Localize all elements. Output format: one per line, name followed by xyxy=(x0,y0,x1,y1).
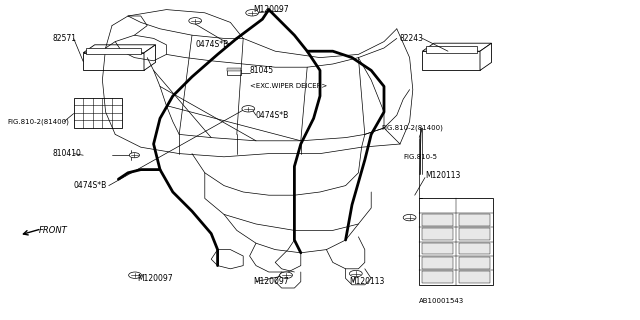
Circle shape xyxy=(189,18,202,24)
Text: FIG.810-5: FIG.810-5 xyxy=(404,154,438,160)
Text: 81045: 81045 xyxy=(250,66,274,75)
Text: 0474S*B: 0474S*B xyxy=(256,111,289,120)
Text: AB10001543: AB10001543 xyxy=(419,298,465,304)
Polygon shape xyxy=(419,198,493,285)
Polygon shape xyxy=(83,45,156,53)
Circle shape xyxy=(280,272,292,278)
Text: 810410: 810410 xyxy=(52,149,81,158)
Polygon shape xyxy=(144,45,156,70)
Bar xyxy=(422,271,453,283)
Bar xyxy=(460,214,490,226)
Text: FIG.810-2(81400): FIG.810-2(81400) xyxy=(8,118,70,125)
Bar xyxy=(422,243,453,254)
Circle shape xyxy=(349,270,362,277)
Bar xyxy=(227,68,241,71)
Polygon shape xyxy=(422,43,492,51)
Text: 82243: 82243 xyxy=(400,34,424,43)
Text: FRONT: FRONT xyxy=(38,226,67,235)
Circle shape xyxy=(129,272,141,278)
Bar xyxy=(460,271,490,283)
Text: M120113: M120113 xyxy=(425,172,460,180)
Bar xyxy=(460,257,490,269)
Bar xyxy=(422,228,453,240)
Bar xyxy=(460,228,490,240)
Bar xyxy=(426,46,477,53)
Polygon shape xyxy=(422,51,480,70)
Bar xyxy=(86,48,141,54)
Text: 0474S*B: 0474S*B xyxy=(195,40,228,49)
Text: FIG.810-2(81400): FIG.810-2(81400) xyxy=(381,125,444,131)
Bar xyxy=(422,257,453,269)
Bar xyxy=(227,70,241,75)
Circle shape xyxy=(242,106,255,112)
Bar xyxy=(460,243,490,254)
Text: M120113: M120113 xyxy=(349,277,384,286)
Text: M120097: M120097 xyxy=(138,274,173,283)
Bar xyxy=(422,214,453,226)
Polygon shape xyxy=(74,98,122,128)
Text: M120097: M120097 xyxy=(253,277,289,286)
Circle shape xyxy=(246,10,259,16)
Circle shape xyxy=(129,153,140,158)
Circle shape xyxy=(403,214,416,221)
Text: <EXC.WIPER DEICER>: <EXC.WIPER DEICER> xyxy=(250,84,327,89)
Text: M120097: M120097 xyxy=(253,5,289,14)
Text: 0474S*B: 0474S*B xyxy=(74,181,107,190)
Text: 82571: 82571 xyxy=(52,34,77,43)
Polygon shape xyxy=(83,53,144,70)
Polygon shape xyxy=(480,43,492,70)
